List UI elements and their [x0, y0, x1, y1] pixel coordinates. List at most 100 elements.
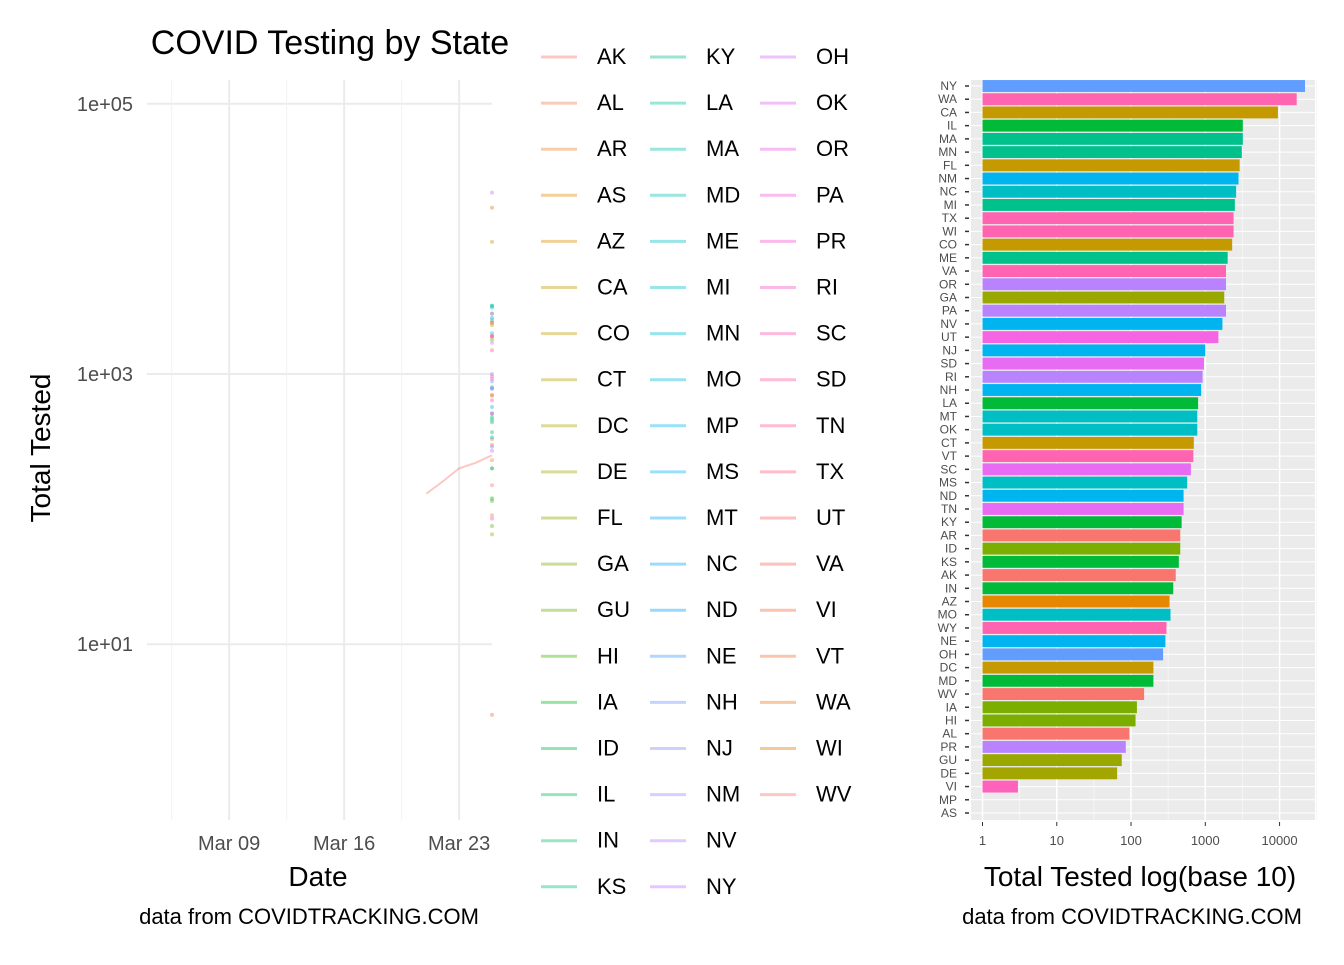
- bar-category-label: DE: [940, 766, 957, 780]
- bar-chart-x-tick-label: 100: [1120, 833, 1142, 848]
- bar-category-label: CO: [939, 238, 957, 252]
- legend-item-tn: TN: [760, 413, 845, 438]
- legend-item-ct: CT: [541, 367, 626, 392]
- legend-label: MO: [706, 367, 741, 392]
- series-line-ri: [490, 376, 494, 381]
- series-line-ma: [490, 303, 494, 308]
- bar-category-label: NJ: [942, 343, 957, 357]
- series-line-ak: [425, 454, 493, 495]
- bar-mn: [982, 146, 1242, 159]
- bar-ny: [982, 80, 1305, 92]
- bar-md: [982, 674, 1154, 687]
- legend-label: TX: [816, 459, 844, 484]
- bar-vi: [982, 780, 1018, 793]
- bar-va: [982, 265, 1227, 278]
- legend-label: KY: [706, 44, 736, 69]
- legend-item-ca: CA: [541, 275, 628, 300]
- bar-ct: [982, 436, 1194, 449]
- legend-item-ny: NY: [650, 874, 737, 899]
- bar-category-label: IL: [947, 119, 957, 133]
- legend-label: ID: [597, 736, 619, 761]
- legend-item-ms: MS: [650, 459, 739, 484]
- line-chart-panel: 1e+01 1e+03 1e+05 Mar 09 Mar 16 Mar 23 COVID…: [25, 24, 509, 929]
- line-chart-grid: [147, 80, 492, 820]
- series-line-ca: [490, 239, 494, 244]
- bar-category-label: OK: [940, 423, 957, 437]
- bar-category-label: SD: [940, 357, 957, 371]
- bar-wy: [982, 621, 1167, 634]
- bar-me: [982, 251, 1228, 264]
- bar-nh: [982, 384, 1202, 396]
- bar-ok: [982, 423, 1198, 436]
- bar-category-label: MD: [938, 674, 957, 688]
- series-line-al: [490, 513, 494, 518]
- bar-category-label: KY: [941, 515, 957, 529]
- legend-label: NY: [706, 874, 737, 899]
- bar-category-label: VT: [942, 449, 958, 463]
- legend-item-fl: FL: [541, 505, 623, 530]
- series-line-sd: [490, 374, 494, 379]
- legend-item-oh: OH: [760, 44, 849, 69]
- bar-gu: [982, 754, 1122, 767]
- bar-category-label: NV: [940, 317, 957, 331]
- bar-pr: [982, 740, 1126, 753]
- legend-item-ak: AK: [541, 44, 627, 69]
- bar-mo: [982, 608, 1171, 621]
- series-line-il: [490, 303, 494, 308]
- bar-dc: [982, 661, 1154, 674]
- legend-label: PR: [816, 228, 847, 253]
- legend-label: NE: [706, 643, 737, 668]
- legend-label: RI: [816, 275, 838, 300]
- bar-category-label: NC: [940, 185, 958, 199]
- series-line-nj: [490, 372, 494, 376]
- bar-il: [982, 119, 1243, 132]
- legend-label: AS: [597, 182, 626, 207]
- line-chart-y-tick-label: 1e+03: [77, 364, 133, 386]
- legend-item-ga: GA: [541, 551, 629, 576]
- series-line-nm: [490, 311, 494, 316]
- legend-item-sc: SC: [760, 321, 847, 346]
- bar-ut: [982, 331, 1219, 344]
- series-line-md: [490, 466, 494, 471]
- legend-label: FL: [597, 505, 623, 530]
- legend-label: NH: [706, 689, 738, 714]
- line-chart-x-axis-label: Date: [288, 861, 347, 892]
- legend-item-nd: ND: [650, 597, 738, 622]
- series-line-oh: [490, 448, 494, 453]
- legend-item-mt: MT: [650, 505, 738, 530]
- bar-chart-caption: data from COVIDTRACKING.COM: [962, 904, 1302, 929]
- bar-category-label: MN: [938, 145, 957, 159]
- legend-item-nh: NH: [650, 689, 738, 714]
- bar-category-label: MP: [939, 793, 957, 807]
- bar-chart-x-tick-label: 1: [979, 833, 986, 848]
- bar-ia: [982, 701, 1137, 714]
- legend-item-tx: TX: [760, 459, 844, 484]
- bar-category-label: MI: [944, 198, 957, 212]
- legend-item-de: DE: [541, 459, 628, 484]
- legend-item-me: ME: [650, 228, 739, 253]
- legend-item-wi: WI: [760, 736, 843, 761]
- bar-category-label: MS: [939, 476, 957, 490]
- legend-label: MI: [706, 275, 730, 300]
- legend-label: WI: [816, 736, 843, 761]
- series-line-sc: [490, 398, 494, 403]
- bar-chart-panel: NYWACAILMAMNFLNMNCMITXWICOMEVAORGAPANVUT…: [938, 79, 1318, 929]
- bar-chart-category-labels: NYWACAILMAMNFLNMNCMITXWICOMEVAORGAPANVUT…: [938, 79, 969, 820]
- bar-nj: [982, 344, 1206, 357]
- legend-label: CA: [597, 275, 628, 300]
- bar-category-label: NM: [938, 172, 957, 186]
- bar-category-label: OH: [939, 647, 957, 661]
- legend-label: DE: [597, 459, 628, 484]
- legend-label: CT: [597, 367, 626, 392]
- bar-ks: [982, 555, 1179, 568]
- bar-ma: [982, 132, 1243, 145]
- legend-label: WA: [816, 689, 851, 714]
- bar-category-label: ME: [939, 251, 957, 265]
- legend-item-as: AS: [541, 182, 626, 207]
- legend-label: VA: [816, 551, 844, 576]
- legend-item-in: IN: [541, 828, 619, 853]
- legend-label: AL: [597, 90, 624, 115]
- legend-item-ne: NE: [650, 643, 737, 668]
- legend-label: OH: [816, 44, 849, 69]
